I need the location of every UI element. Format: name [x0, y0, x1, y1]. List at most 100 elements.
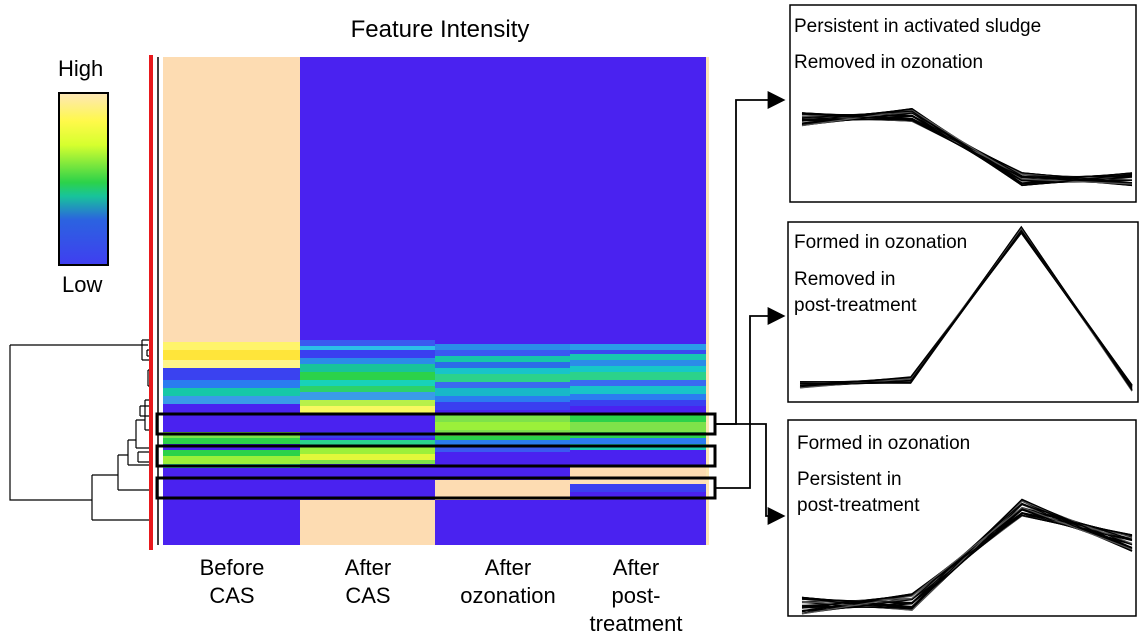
heatmap-cell: [163, 404, 300, 414]
column-label-before-cas: Before CAS: [162, 554, 302, 610]
heatmap-cell: [163, 450, 300, 456]
heatmap-cell: [163, 438, 300, 444]
heatmap-cell: [435, 350, 570, 356]
arrow-to-panel2: [716, 307, 786, 489]
heatmap-cell: [570, 360, 706, 366]
heatmap-cell: [570, 414, 706, 422]
dendrogram-branch: [9, 344, 148, 501]
heatmap-cell: [570, 354, 706, 360]
series-line: [801, 112, 1133, 179]
heatmap-cell: [300, 406, 435, 414]
dendrogram-branch: [127, 439, 150, 466]
series-line: [801, 118, 1133, 184]
panel1-title: Persistent in activated sludge: [794, 16, 1042, 37]
column-label-line: After: [484, 555, 532, 580]
heatmap-cell: [435, 388, 570, 396]
heatmap-cell: [435, 344, 570, 350]
heatmap-cell: [300, 454, 435, 460]
heatmap-cell: [570, 380, 706, 386]
heatmap-cell: [570, 484, 706, 492]
heatmap-cell: [300, 358, 435, 364]
panel3-title: Formed in ozonation: [797, 433, 971, 454]
column-label-after-ozonation: After ozonation: [438, 554, 578, 610]
column-label-line: treatment: [589, 611, 683, 636]
heatmap-cell: [570, 422, 706, 432]
heatmap-cell: [300, 380, 435, 386]
series-line: [801, 110, 1133, 187]
series-line: [799, 225, 1133, 391]
heatmap-cell: [300, 440, 435, 446]
column-label-line: Before: [199, 555, 265, 580]
heatmap-cell: [163, 360, 300, 368]
heatmap-cell: [300, 346, 435, 350]
dendrogram-branch: [135, 419, 150, 449]
cluster-box: [155, 476, 717, 500]
column-label-line: After: [344, 555, 392, 580]
panel-frame-1: [789, 4, 1137, 203]
dendrogram: [9, 55, 159, 550]
series-line: [801, 503, 1133, 615]
dendrogram-branch: [141, 339, 150, 361]
heatmap-cell: [163, 350, 300, 360]
series-line: [801, 503, 1133, 611]
heatmap-cell: [300, 350, 435, 358]
panel-frame-2: [787, 221, 1139, 403]
heatmap-cell: [300, 340, 435, 346]
column-label-line: After: [612, 555, 660, 580]
heatmap-cell: [570, 366, 706, 372]
column-label-line: post-: [611, 583, 661, 608]
colorbar-high-label: High: [58, 56, 104, 81]
heatmap-edge: [706, 57, 709, 545]
heatmap-cell: [300, 460, 435, 464]
heatmap-cell: [435, 480, 570, 500]
series-line: [801, 109, 1133, 185]
heatmap-cell: [300, 386, 435, 392]
heatmap: [163, 57, 709, 545]
panel3-subtitle-line2: post-treatment: [797, 495, 920, 516]
series-line: [801, 117, 1133, 185]
dendrogram-branch: [91, 474, 150, 521]
heatmap-cell: [300, 392, 435, 400]
heatmap-cell: [163, 57, 300, 342]
heatmap-cell: [570, 478, 706, 484]
heatmap-cell: [570, 386, 706, 394]
panel-frame-3: [787, 419, 1137, 617]
dendrogram-branch: [117, 454, 150, 491]
heatmap-cell: [300, 364, 435, 372]
heatmap-cell: [435, 440, 570, 446]
heatmap-cell: [570, 344, 706, 350]
heatmap-cell: [300, 446, 435, 454]
heatmap-cell: [300, 414, 435, 420]
heatmap-cell: [435, 414, 570, 422]
series-line: [801, 506, 1133, 615]
colorbar-low-label: Low: [62, 272, 103, 297]
panel2-subtitle-line1: Removed in: [794, 269, 896, 290]
line-panels: [787, 4, 1139, 617]
heatmap-cell: [300, 400, 435, 406]
panel2-subtitle-line2: post-treatment: [794, 295, 917, 316]
column-label-after-cas: After CAS: [298, 554, 438, 610]
column-label-line: CAS: [345, 583, 391, 608]
heatmap-cell: [163, 342, 300, 350]
cluster-box: [155, 412, 717, 436]
cluster-highlights: [155, 412, 717, 500]
series-line: [801, 114, 1133, 187]
heatmap-cell: [435, 362, 570, 368]
heatmap-cell: [435, 402, 570, 410]
arrow-to-panel3: [716, 423, 786, 525]
heatmap-cell: [570, 438, 706, 444]
heatmap-cell: [435, 422, 570, 430]
heatmap-cell: [163, 368, 300, 380]
heatmap-cell: [570, 400, 706, 406]
heatmap-cell: [570, 466, 706, 478]
series-line: [801, 514, 1133, 609]
heatmap-cell: [435, 436, 570, 440]
heatmap-cell: [300, 500, 435, 545]
heatmap-cell: [163, 388, 300, 396]
panel2-title: Formed in ozonation: [794, 232, 968, 253]
heatmap-cell: [163, 380, 300, 388]
column-label-line: ozonation: [460, 583, 556, 608]
heatmap-cell: [163, 456, 300, 464]
column-label-line: CAS: [209, 583, 255, 608]
